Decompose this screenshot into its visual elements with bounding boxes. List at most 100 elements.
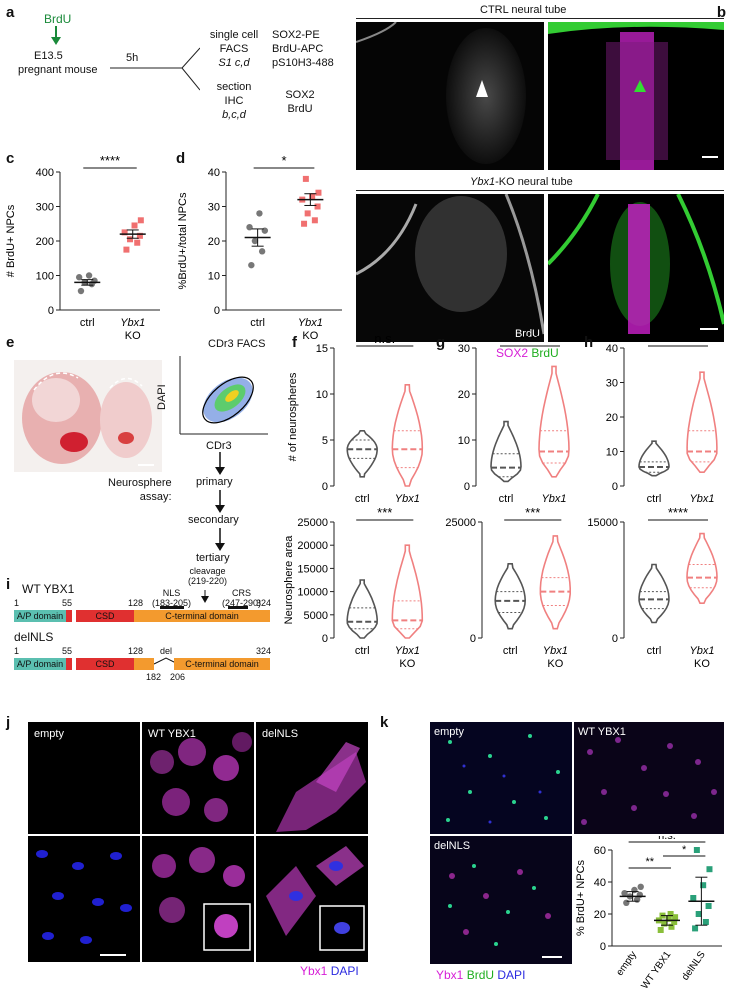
step-primary: primary	[196, 476, 233, 488]
y-tick-label: 30	[606, 378, 618, 390]
y-axis-label: % BrdU+ NPCs	[575, 859, 587, 936]
del-n55: 55	[62, 646, 73, 656]
j-wt-label: WT YBX1	[148, 728, 196, 740]
crs-bar	[228, 606, 248, 609]
violin-shape	[538, 365, 570, 478]
data-point	[315, 189, 322, 196]
ko-title-rule	[356, 190, 724, 191]
j-wt-merge	[142, 836, 254, 962]
significance-label: n.s.	[374, 336, 395, 346]
data-point	[261, 227, 269, 234]
brdu-text: BrdU	[44, 12, 72, 26]
facs-arrow	[215, 452, 225, 475]
y-tick-label: 5	[322, 435, 328, 447]
category-label: ctrl	[499, 493, 514, 502]
y-tick-label: 10	[316, 389, 328, 401]
b-legend: SOX2 BrdU	[496, 346, 559, 360]
delnls-title: delNLS	[14, 630, 54, 644]
y-tick-label: 15	[316, 343, 328, 355]
data-point	[706, 866, 713, 873]
y-tick-label: 20000	[297, 540, 328, 552]
y-tick-label: 40	[606, 343, 618, 355]
step-secondary: secondary	[188, 514, 239, 526]
y-tick-label: 30	[208, 202, 220, 214]
category-label: ctrl	[355, 493, 370, 502]
data-point	[127, 236, 134, 243]
mouse-text: pregnant mouse	[18, 64, 98, 76]
panel-label-b: b	[716, 4, 726, 21]
wt-n1: 1	[14, 598, 20, 608]
del-cterm-a	[134, 658, 154, 670]
del-ap-domain: A/P domain	[14, 658, 66, 670]
category-label: Ybx1	[541, 493, 566, 502]
data-point	[131, 222, 138, 229]
chart-h-top: 010203040tertiaryctrlYbx1KO****	[606, 336, 718, 502]
branch1-text: single cell FACS S1 c,d	[209, 29, 259, 69]
wt-n324: 324	[256, 598, 272, 608]
data-point	[137, 217, 144, 224]
j-wt-ybx1: WT YBX1	[142, 722, 254, 834]
panel-label-c: c	[6, 150, 15, 167]
comparison-label: **	[646, 856, 655, 868]
chart-g-top: 0102030secondaryctrlYbx1KO****	[458, 336, 570, 502]
significance-label: ****	[100, 153, 120, 168]
y-tick-label: 0	[470, 633, 476, 645]
data-point	[77, 287, 85, 295]
data-point	[657, 927, 664, 933]
j-delnls-merge	[256, 836, 368, 962]
wt-ap-domain: A/P domain	[14, 610, 66, 622]
y-tick-label: 0	[48, 305, 54, 317]
panel-label-h: h	[584, 334, 594, 351]
significance-label: *	[281, 153, 286, 168]
del-csd: CSD	[76, 658, 134, 670]
y-axis-label: # of neurospheres	[287, 372, 299, 461]
data-point	[637, 883, 644, 890]
violin-shape	[686, 371, 718, 473]
k-empty-image: empty	[430, 722, 572, 834]
cleavage-label: cleavage (219-220)	[188, 566, 228, 586]
category-label: ctrl	[355, 645, 370, 657]
data-point	[75, 274, 83, 281]
panel-label-g: g	[436, 334, 446, 351]
y-axis-label: Neurosphere area	[283, 535, 295, 625]
del-cterm-b: C-terminal domain	[174, 658, 270, 670]
j-empty-dapi	[28, 836, 140, 962]
category-label: ctrl	[503, 645, 518, 657]
cdr3-axis-label: CDr3	[206, 440, 232, 452]
del-n206: 206	[170, 672, 186, 682]
y-tick-label: 25000	[445, 517, 476, 529]
violin-shape	[346, 430, 378, 478]
data-point	[256, 210, 263, 217]
violin-shape	[539, 535, 571, 630]
ko-brdu-image: BrdU	[356, 194, 544, 342]
wt-ybx1-title: WT YBX1	[22, 582, 75, 596]
wt-cterm: C-terminal domain	[134, 610, 270, 622]
del-n324: 324	[256, 646, 272, 656]
category-label-sub: KO	[302, 330, 318, 342]
crs-label: CRS (247-290)	[222, 588, 262, 608]
category-label: Ybx1	[120, 317, 145, 329]
comparison-label: *	[682, 844, 687, 856]
data-point	[692, 925, 699, 932]
step-tertiary: tertiary	[196, 552, 230, 564]
cleavage-arrow	[201, 590, 209, 603]
data-point	[123, 246, 130, 253]
category-label: empty	[614, 949, 639, 978]
y-tick-label: 25000	[297, 517, 328, 529]
wt-csd: CSD	[76, 610, 134, 622]
data-point	[121, 229, 128, 236]
data-point	[301, 220, 308, 227]
step-arrow-1	[215, 490, 225, 513]
k-wt-image: WT YBX1	[574, 722, 724, 834]
y-axis-label: # BrdU+ NPCs	[5, 204, 17, 277]
k-delnls-label: delNLS	[434, 840, 471, 852]
panel-label-i: i	[6, 576, 11, 593]
category-label: ctrl	[250, 317, 265, 329]
category-label: WT YBX1	[639, 949, 673, 991]
category-label: Ybx1	[689, 493, 714, 502]
k-delnls-image: delNLS	[430, 836, 572, 964]
facs-plot	[179, 356, 268, 435]
ctrl-title-rule	[356, 18, 724, 19]
